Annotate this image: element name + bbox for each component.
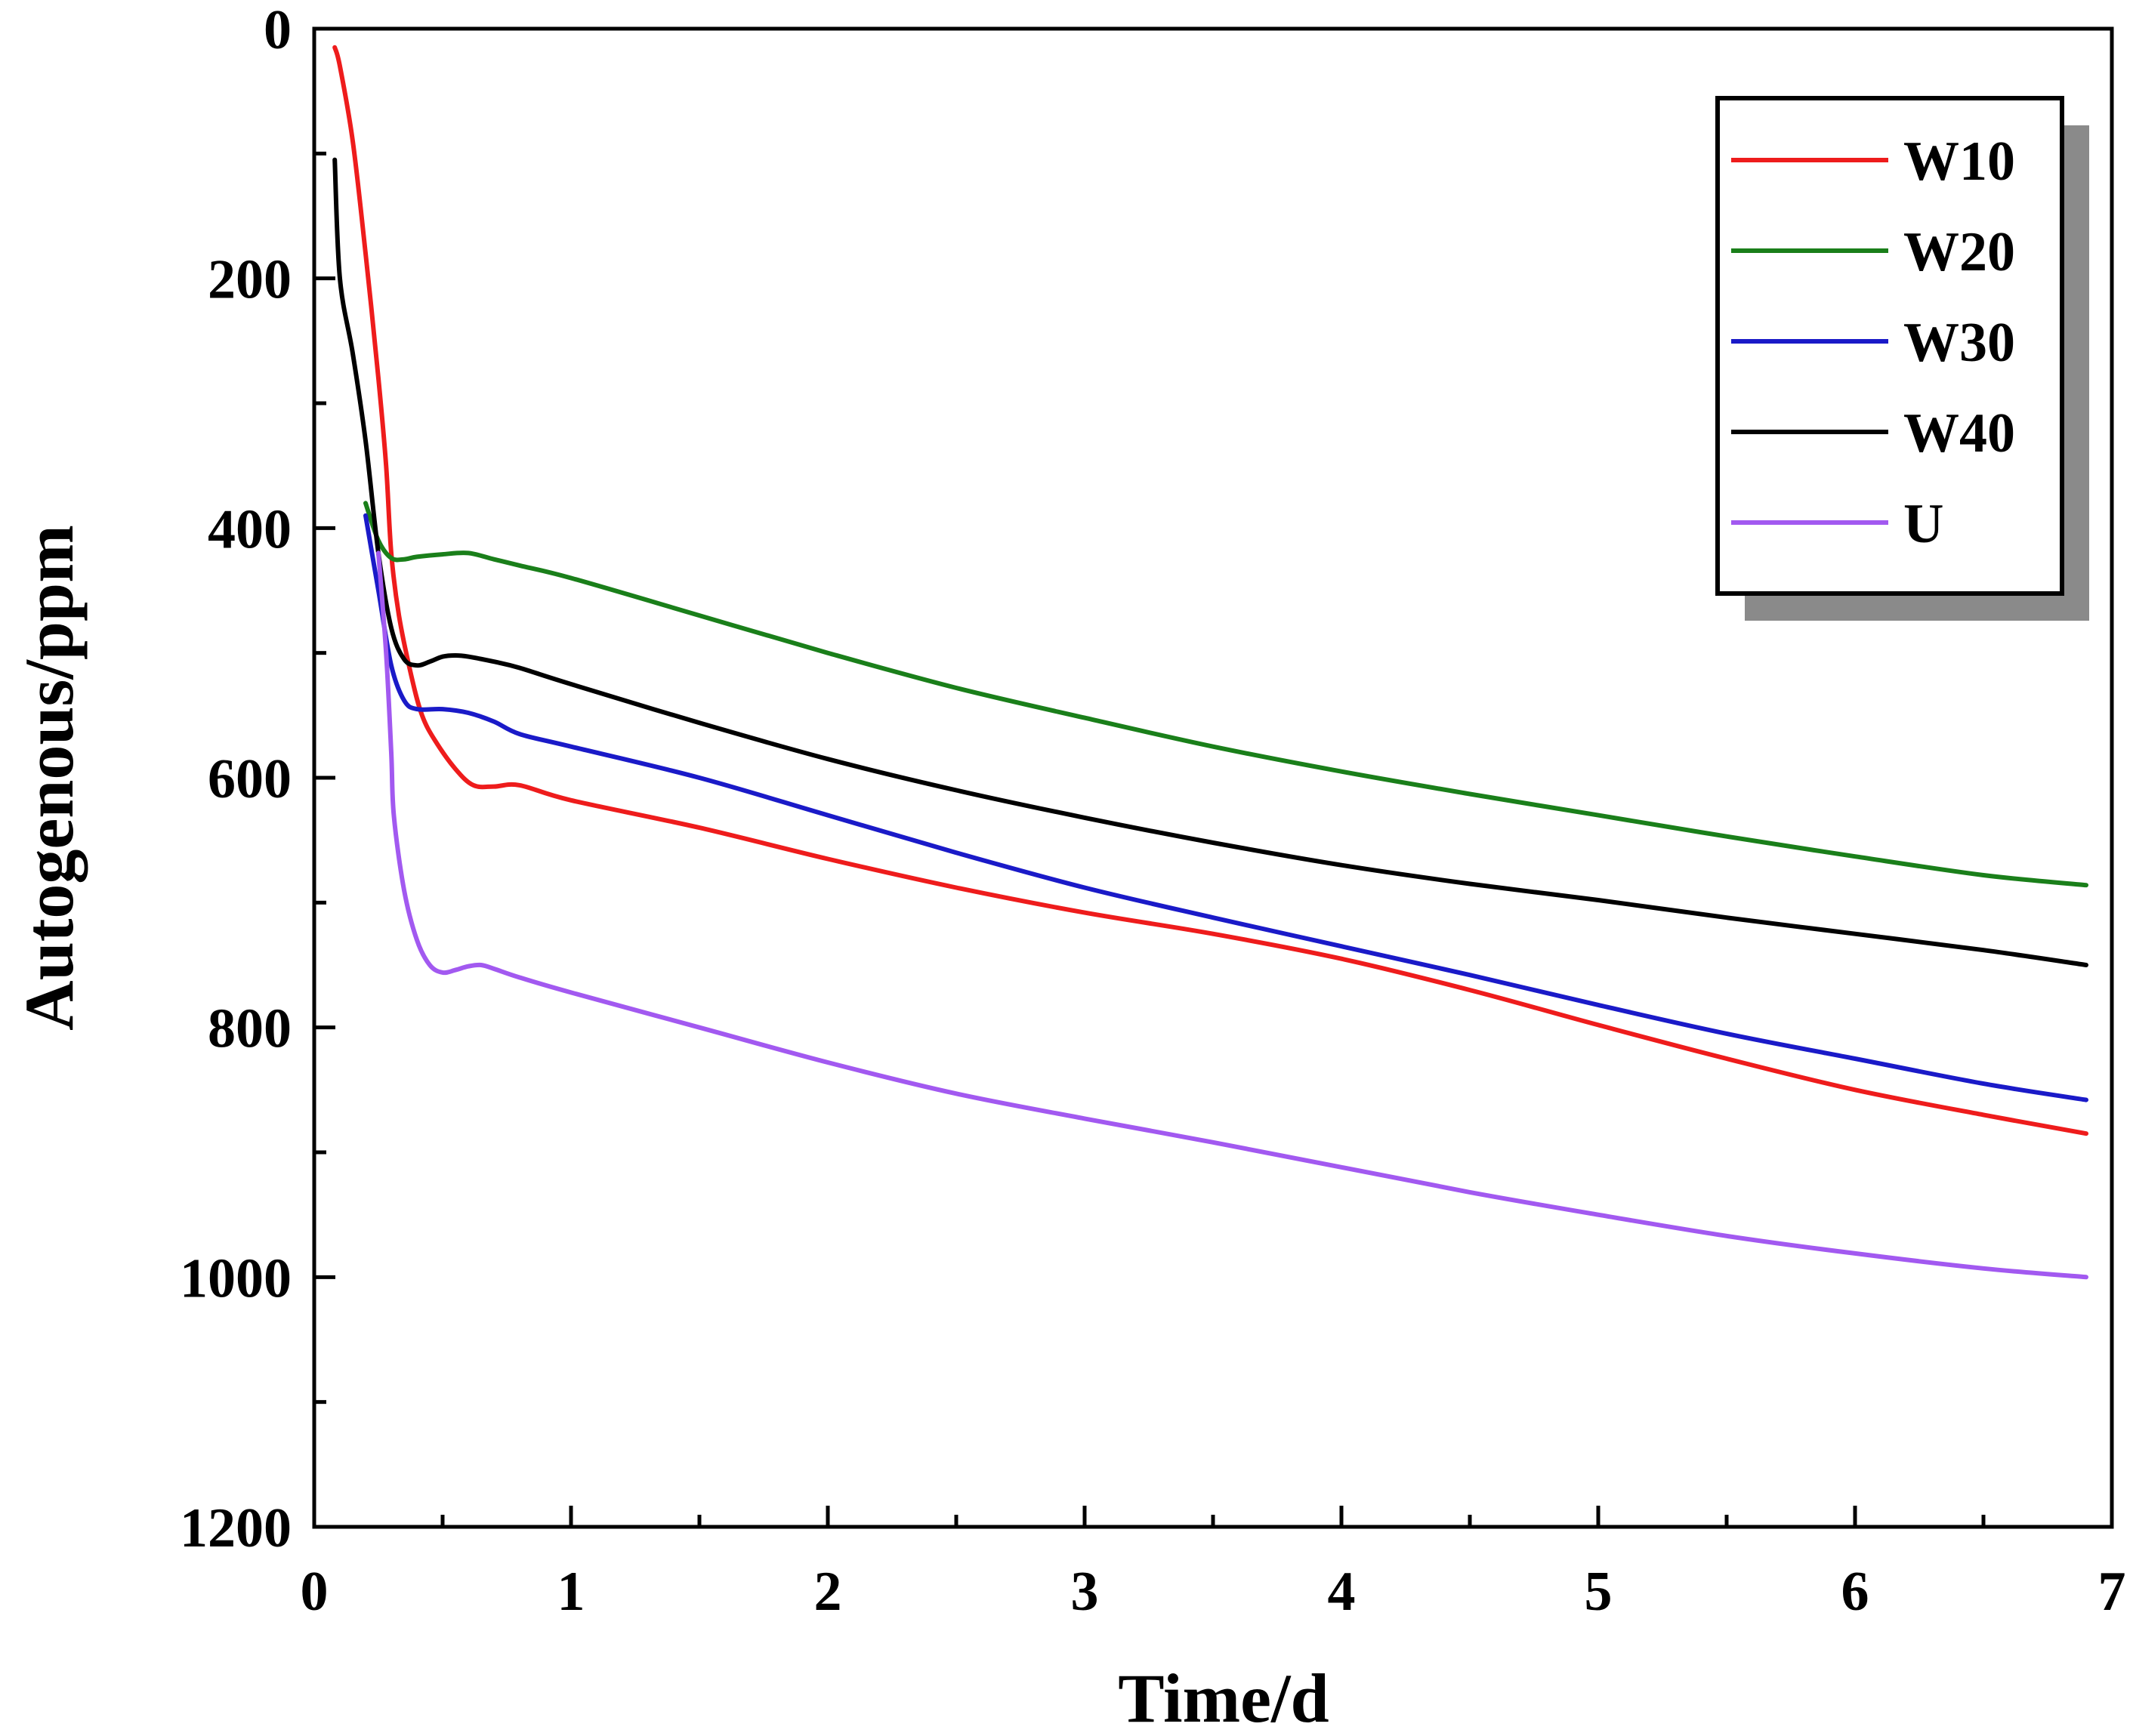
legend-label-w30: W30 [1903, 312, 2015, 374]
x-tick-label: 2 [814, 1561, 842, 1623]
y-axis-title: Autogenous/ppm [11, 525, 88, 1031]
y-tick-label: 600 [208, 748, 292, 810]
legend-box [1715, 96, 2064, 596]
axis-tick-labels: 0 1 2 3 4 5 6 7 0 200 400 600 800 1000 1200 [180, 0, 2126, 1623]
legend: W10 W20 W30 W40 U [1715, 96, 2089, 621]
x-tick-label: 3 [1071, 1561, 1099, 1623]
y-tick-label: 200 [208, 249, 292, 311]
series-line-w20 [363, 501, 2088, 888]
x-tick-label: 5 [1585, 1561, 1613, 1623]
series-line-w30 [363, 513, 2088, 1102]
axis-ticks [312, 26, 2114, 1529]
legend-label-w20: W20 [1903, 221, 2015, 283]
y-tick-label: 0 [264, 0, 292, 61]
legend-label-w10: W10 [1903, 131, 2015, 193]
series-line-u [376, 550, 2088, 1280]
y-tick-label: 1000 [180, 1247, 292, 1309]
y-tick-label: 1200 [180, 1497, 292, 1559]
y-tick-label: 400 [208, 498, 292, 560]
y-tick-label: 800 [208, 998, 292, 1060]
data-series [332, 45, 2088, 1280]
x-tick-label: 7 [2098, 1561, 2126, 1623]
x-tick-label: 4 [1328, 1561, 1356, 1623]
x-axis-title: Time/d [1118, 1660, 1329, 1736]
x-tick-label: 0 [301, 1561, 329, 1623]
x-tick-label: 6 [1841, 1561, 1869, 1623]
legend-label-w40: W40 [1903, 402, 2015, 464]
legend-label-u: U [1903, 493, 1943, 555]
x-tick-label: 1 [557, 1561, 585, 1623]
series-line-w10 [332, 45, 2088, 1136]
